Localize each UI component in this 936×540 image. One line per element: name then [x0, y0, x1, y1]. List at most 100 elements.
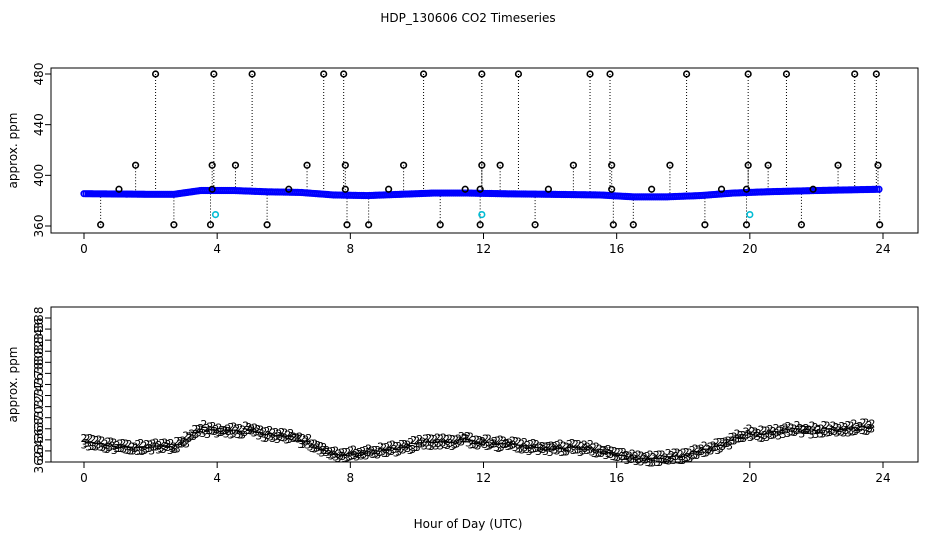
- primary-point: 3: [206, 424, 213, 437]
- secondary-point: 2: [509, 435, 516, 448]
- primary-point: 3: [202, 424, 209, 437]
- primary-point: 3: [281, 432, 288, 445]
- bottom-panel: 0 4 8 12 16 20 2436236436636837037237437637838…: [6, 306, 919, 485]
- secondary-point: 2: [353, 447, 360, 460]
- primary-point: 3: [735, 432, 742, 445]
- secondary-point: 2: [371, 444, 378, 457]
- primary-point: 3: [460, 432, 467, 445]
- primary-point: 3: [686, 452, 693, 465]
- primary-point: 3: [528, 443, 535, 456]
- secondary-point: 2: [83, 432, 90, 445]
- secondary-point: 2: [314, 439, 321, 452]
- secondary-point: 2: [731, 431, 738, 444]
- primary-point: 3: [376, 446, 383, 459]
- secondary-point: 2: [344, 446, 351, 459]
- primary-point: 3: [787, 425, 794, 438]
- spike-point: [764, 161, 772, 169]
- primary-point: 3: [700, 447, 707, 460]
- secondary-point: 2: [479, 435, 486, 448]
- primary-point: 3: [444, 439, 451, 452]
- secondary-point: 2: [104, 435, 111, 448]
- primary-point: 3: [451, 438, 458, 451]
- primary-point: 3: [386, 444, 393, 457]
- secondary-point: 2: [206, 421, 213, 434]
- spike-point: [496, 161, 504, 169]
- primary-point: 3: [115, 442, 122, 455]
- primary-point: 3: [393, 446, 400, 459]
- x-tick-label: 4: [213, 471, 221, 485]
- spike-point: [263, 221, 271, 229]
- primary-point: 3: [192, 428, 199, 441]
- primary-point: 3: [568, 443, 575, 456]
- secondary-point: 2: [587, 438, 594, 451]
- spike-point: [476, 185, 484, 193]
- secondary-point: 2: [791, 422, 798, 435]
- primary-point: 3: [551, 444, 558, 457]
- primary-point: 3: [714, 444, 721, 457]
- secondary-point: 2: [848, 420, 855, 433]
- primary-point: 3: [274, 433, 281, 446]
- primary-point: 3: [174, 442, 181, 455]
- secondary-point: 2: [227, 421, 234, 434]
- low-point: [211, 211, 220, 219]
- primary-point: 3: [94, 438, 101, 451]
- primary-point: 3: [791, 426, 798, 439]
- primary-point: 3: [808, 428, 815, 441]
- secondary-point: 2: [251, 422, 258, 435]
- primary-point: 3: [118, 442, 125, 455]
- y-tick-label: 364: [32, 439, 46, 462]
- primary-point: 3: [521, 442, 528, 455]
- primary-point: 3: [379, 446, 386, 459]
- secondary-point: 2: [842, 421, 849, 434]
- primary-point: 3: [143, 443, 150, 456]
- primary-point: 3: [798, 427, 805, 440]
- primary-point: 3: [817, 427, 824, 440]
- x-tick-label: 16: [609, 242, 624, 256]
- primary-point: 3: [586, 443, 593, 456]
- secondary-point: 2: [863, 417, 870, 430]
- secondary-point: 2: [374, 444, 381, 457]
- spike-point: [365, 221, 373, 229]
- secondary-point: 2: [437, 433, 444, 446]
- primary-point: 3: [92, 440, 99, 453]
- primary-point: 3: [411, 441, 418, 454]
- secondary-point: 2: [821, 419, 828, 432]
- primary-point: 3: [265, 429, 272, 442]
- primary-point: 3: [381, 447, 388, 460]
- y-tick-label: 370: [32, 406, 46, 429]
- primary-point: 3: [749, 430, 756, 443]
- secondary-point: 2: [287, 427, 294, 440]
- primary-point: 3: [435, 437, 442, 450]
- secondary-point: 2: [818, 423, 825, 436]
- primary-point: 3: [523, 443, 530, 456]
- primary-point: 3: [428, 440, 435, 453]
- primary-point: 3: [829, 424, 836, 437]
- primary-point: 3: [358, 449, 365, 462]
- primary-point: 3: [607, 448, 614, 461]
- secondary-point: 2: [143, 438, 150, 451]
- primary-point: 3: [493, 441, 500, 454]
- secondary-point: 2: [89, 433, 96, 446]
- primary-point: 3: [584, 444, 591, 457]
- primary-point: 3: [488, 438, 495, 451]
- secondary-point: 2: [245, 421, 252, 434]
- primary-point: 3: [332, 451, 339, 464]
- primary-point: 3: [502, 438, 509, 451]
- secondary-point: 2: [338, 447, 345, 460]
- spike-point: [97, 221, 105, 229]
- secondary-point: 2: [740, 429, 747, 442]
- primary-point: 3: [717, 442, 724, 455]
- primary-point: 3: [157, 442, 164, 455]
- primary-point: 3: [677, 454, 684, 467]
- secondary-point: 2: [497, 433, 504, 446]
- secondary-point: 2: [857, 420, 864, 433]
- spike-point: [320, 70, 328, 78]
- primary-point: 3: [167, 444, 174, 457]
- secondary-point: 2: [260, 426, 267, 439]
- secondary-point: 2: [284, 428, 291, 441]
- secondary-point: 2: [542, 440, 549, 453]
- primary-point: 3: [610, 450, 617, 463]
- secondary-point: 2: [815, 423, 822, 436]
- primary-point: 3: [542, 445, 549, 458]
